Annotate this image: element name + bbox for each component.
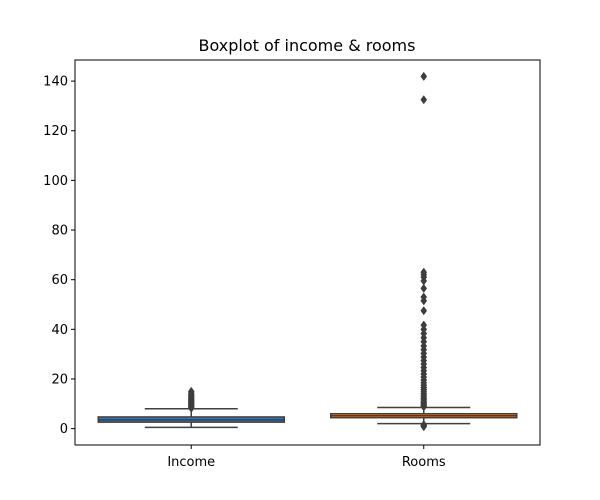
x-tick-label: Income (167, 455, 215, 470)
y-tick-label: 100 (43, 174, 68, 189)
outlier-point (420, 306, 428, 316)
y-tick-label: 40 (51, 323, 68, 338)
outlier-point (420, 283, 428, 293)
chart-title: Boxplot of income & rooms (199, 36, 416, 55)
y-tick-label: 20 (51, 372, 68, 387)
outlier-point (420, 95, 428, 105)
y-tick-label: 120 (43, 124, 68, 139)
outlier-point (187, 386, 195, 397)
x-tick-label: Rooms (402, 455, 446, 470)
y-tick-label: 80 (51, 224, 68, 239)
y-tick-label: 0 (60, 422, 68, 437)
y-tick-label: 60 (51, 273, 68, 288)
outlier-point (420, 292, 428, 302)
outlier-point (420, 420, 428, 430)
outlier-point (420, 71, 428, 82)
y-tick-label: 140 (43, 75, 68, 90)
plot-area (97, 71, 518, 432)
outlier-point (420, 320, 428, 330)
outlier-point (420, 267, 428, 277)
axes-frame (74, 59, 541, 446)
